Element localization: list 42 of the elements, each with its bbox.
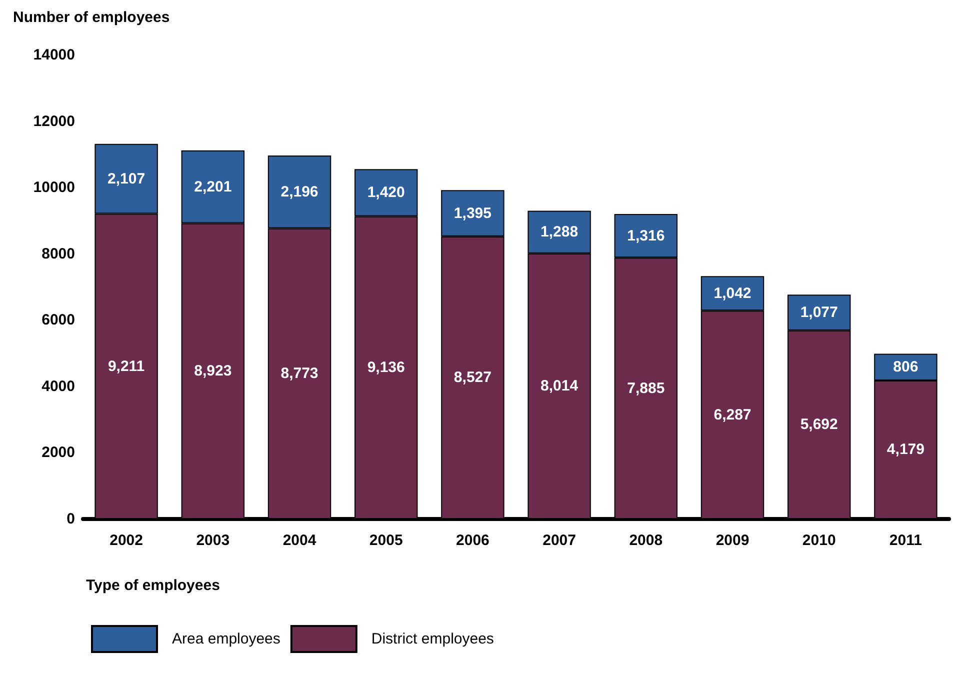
data-label: 1,077 — [800, 304, 838, 322]
y-tick-label: 4000 — [42, 378, 75, 395]
y-axis-title: Number of employees — [13, 9, 170, 26]
data-label: 8,014 — [540, 378, 579, 395]
x-tick-label: 2002 — [110, 532, 143, 549]
y-tick-label: 0 — [66, 510, 75, 528]
data-label: 2,107 — [108, 170, 146, 188]
x-tick-label: 2010 — [802, 532, 836, 549]
y-tick-label: 8000 — [42, 245, 75, 262]
data-label: 5,692 — [800, 416, 838, 434]
data-label: 6,287 — [714, 406, 752, 424]
data-label: 8,527 — [454, 369, 492, 386]
data-label: 1,042 — [714, 284, 752, 302]
data-label: 8,923 — [194, 362, 232, 380]
data-label: 1,316 — [627, 227, 665, 244]
legend-title: Type of employees — [86, 577, 220, 594]
x-tick-label: 2006 — [456, 532, 490, 549]
y-tick-label: 6000 — [42, 312, 75, 329]
y-tick-label: 10000 — [33, 179, 75, 196]
data-label: 8,773 — [280, 365, 318, 382]
data-label: 4,179 — [886, 441, 924, 458]
y-tick-label: 12000 — [33, 112, 75, 130]
data-label: 1,288 — [540, 224, 578, 241]
legend-label: Area employees — [172, 630, 280, 648]
data-label: 806 — [893, 358, 918, 376]
x-tick-label: 2008 — [629, 532, 663, 549]
data-label: 9,136 — [367, 359, 405, 376]
y-tick-label: 2000 — [42, 444, 75, 462]
data-label: 9,211 — [108, 358, 145, 375]
data-label: 7,885 — [627, 380, 665, 397]
x-tick-label: 2005 — [369, 532, 403, 549]
x-tick-label: 2009 — [716, 532, 750, 549]
legend-label: District employees — [371, 630, 494, 648]
data-label: 1,420 — [367, 184, 405, 202]
x-tick-label: 2007 — [542, 532, 576, 549]
data-label: 1,395 — [454, 204, 492, 222]
x-tick-label: 2004 — [282, 532, 317, 549]
data-label: 2,201 — [194, 178, 232, 196]
y-tick-label: 14000 — [33, 46, 75, 64]
x-tick-label: 2003 — [196, 532, 230, 549]
x-tick-label: 2011 — [889, 532, 922, 549]
data-label: 2,196 — [280, 183, 318, 200]
